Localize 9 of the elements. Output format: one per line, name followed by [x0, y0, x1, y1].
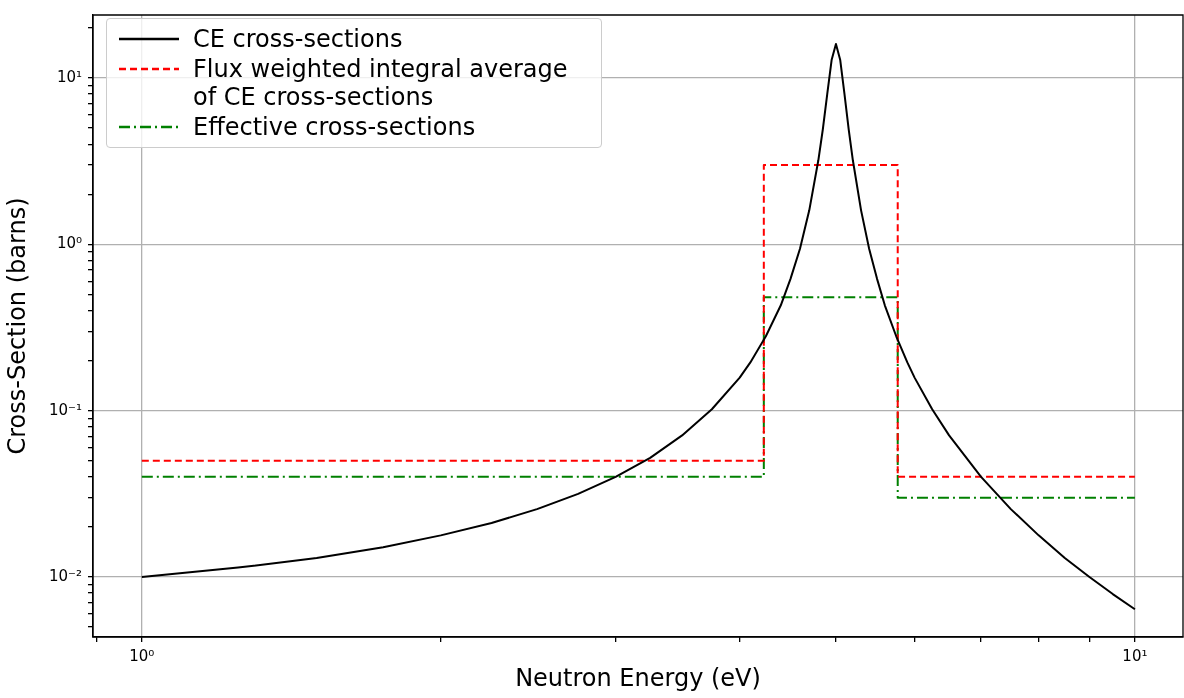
- y-tick-label: 10⁻¹: [48, 400, 82, 419]
- legend-label: Effective cross-sections: [193, 113, 476, 141]
- x-axis-title: Neutron Energy (eV): [515, 663, 761, 692]
- y-tick-label: 10⁰: [56, 234, 82, 253]
- y-tick-label: 10⁻²: [48, 566, 82, 585]
- legend-label: Flux weighted integral average of CE cross-sections: [193, 55, 569, 111]
- y-tick-label: 10¹: [56, 67, 82, 86]
- y-axis-title: Cross-Section (barns): [2, 197, 31, 455]
- legend-label: CE cross-sections: [193, 25, 403, 53]
